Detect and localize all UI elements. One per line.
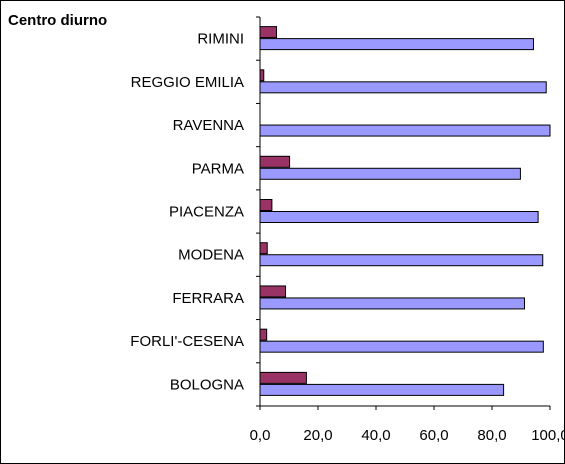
bar-series-1 <box>259 69 265 82</box>
bar-series-2 <box>259 38 534 51</box>
bar-series-1 <box>259 199 273 211</box>
bar-series-1 <box>259 285 287 298</box>
bar-series-1 <box>259 328 268 341</box>
bar-series-2 <box>259 124 551 137</box>
bar-series-2 <box>259 254 544 267</box>
bar-series-2 <box>259 211 539 223</box>
chart-title: Centro diurno <box>8 12 108 29</box>
x-tick-label: 0,0 <box>250 427 271 444</box>
bar-series-2 <box>259 167 521 180</box>
category-label: REGGIO EMILIA <box>131 74 244 91</box>
category-label: RAVENNA <box>173 117 244 134</box>
bar-series-2 <box>259 81 547 94</box>
x-tick-label: 60,0 <box>419 427 448 444</box>
x-tick-label: 40,0 <box>361 427 390 444</box>
category-label: PARMA <box>192 160 244 177</box>
bar-series-1 <box>259 155 291 168</box>
category-label: FORLI'-CESENA <box>130 333 244 350</box>
bar-series-1 <box>259 26 278 39</box>
category-label: MODENA <box>178 247 244 264</box>
bar-series-2 <box>259 340 544 353</box>
bar-series-1 <box>259 371 307 384</box>
x-tick-label: 100,0 <box>531 427 565 444</box>
axis-layer <box>256 16 551 410</box>
bar-series-2 <box>259 297 525 310</box>
category-label: FERRARA <box>172 290 244 307</box>
category-label: PIACENZA <box>169 204 244 221</box>
bar-series-1 <box>259 242 268 255</box>
x-tick-label: 80,0 <box>477 427 506 444</box>
bars-layer <box>259 26 551 396</box>
category-label: BOLOGNA <box>170 376 244 393</box>
category-label: RIMINI <box>197 31 244 48</box>
bar-series-2 <box>259 383 505 396</box>
labels-layer: RIMINI REGGIO EMILIA RAVENNA PARMA PIACENZA M… <box>130 31 565 444</box>
x-tick-label: 20,0 <box>303 427 332 444</box>
